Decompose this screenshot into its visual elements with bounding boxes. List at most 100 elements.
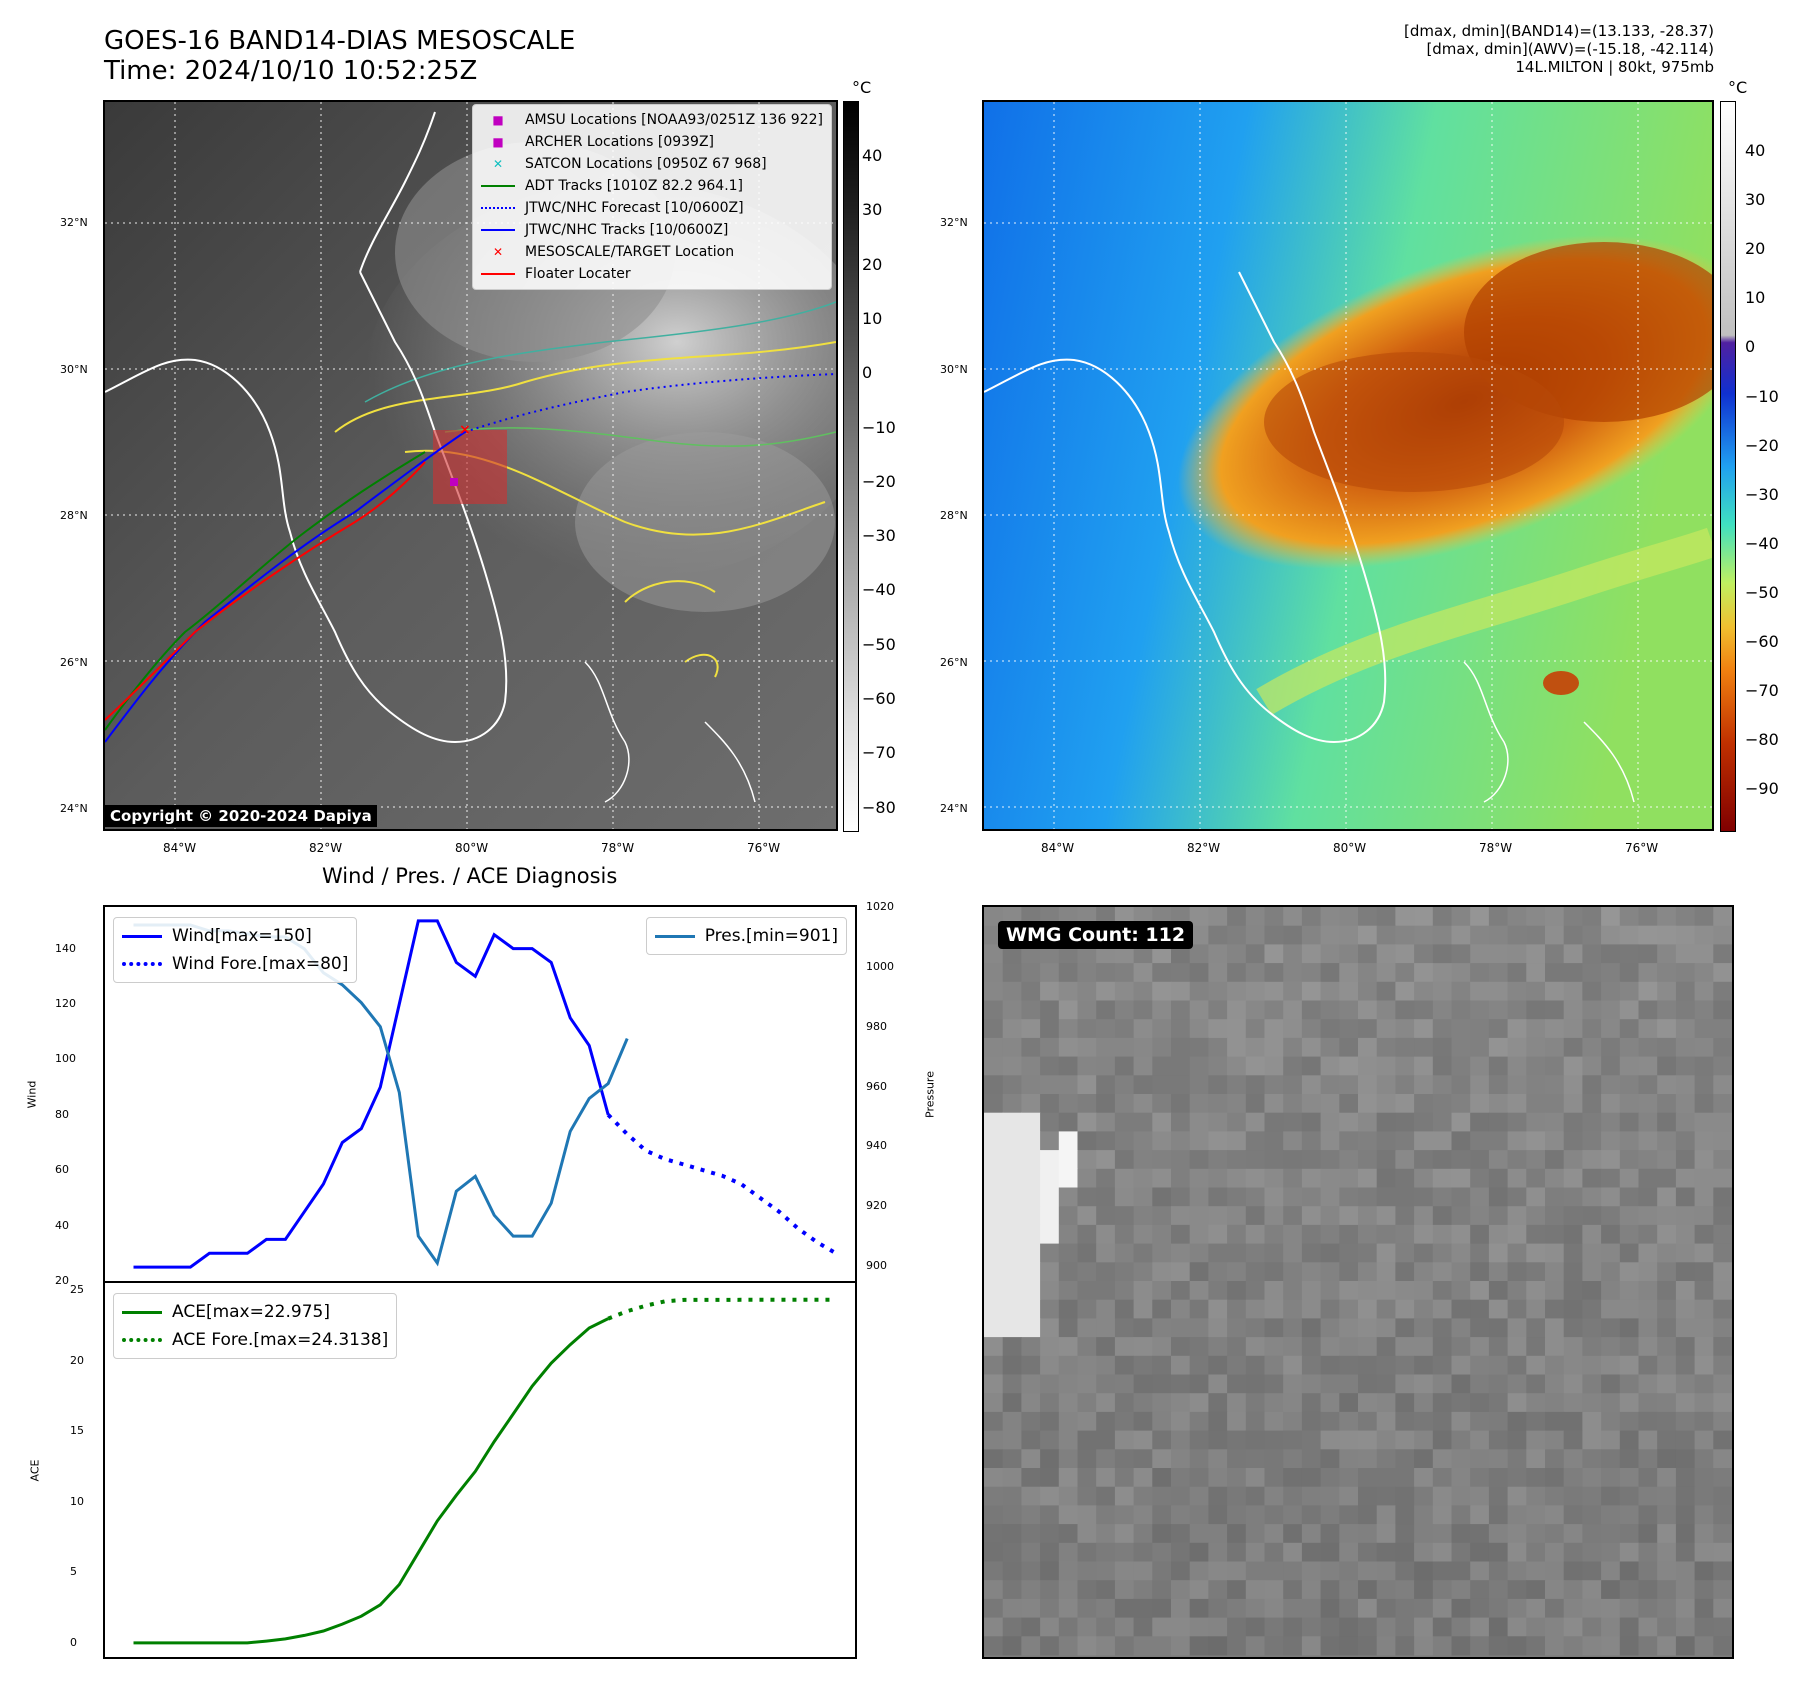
wmg-pixel <box>1638 1318 1658 1338</box>
wmg-pixel <box>1096 1094 1116 1114</box>
wmg-pixel <box>1096 1411 1116 1432</box>
wmg-pixel <box>1002 1617 1022 1637</box>
wmg-pixel <box>1114 1019 1135 1039</box>
wmg-pixel <box>1488 907 1509 927</box>
wmg-pixel <box>1171 1281 1191 1301</box>
wmg-pixel <box>1133 1598 1153 1619</box>
wmg-pixel <box>1545 1598 1565 1619</box>
wmg-pixel <box>1638 1337 1658 1357</box>
wmg-pixel <box>1227 1524 1247 1544</box>
wmg-pixel <box>1638 963 1658 983</box>
wmg-pixel <box>1245 1168 1265 1188</box>
wmg-pixel <box>1208 1486 1228 1506</box>
wmg-pixel <box>1488 1598 1509 1619</box>
wmg-pixel <box>1582 1355 1602 1375</box>
lon-label: 84°W <box>1041 841 1075 855</box>
wmg-pixel <box>1040 1561 1060 1581</box>
wmg-pixel <box>1657 1112 1677 1132</box>
wmg-pixel <box>1227 1561 1247 1581</box>
lat-label: 24°N <box>60 802 88 815</box>
wmg-pixel <box>1619 1374 1639 1394</box>
wv-map-panel <box>982 100 1714 831</box>
wmg-pixel <box>1264 1168 1284 1188</box>
wmg-pixel <box>1339 1411 1359 1432</box>
wmg-pixel <box>1208 1449 1228 1469</box>
wmg-pixel <box>1488 1112 1509 1132</box>
wmg-pixel <box>1002 1168 1022 1188</box>
wmg-pixel <box>1040 1224 1060 1245</box>
wmg-pixel <box>1320 1505 1340 1525</box>
wmg-pixel <box>1227 1486 1247 1506</box>
wmg-pixel <box>1227 1094 1247 1114</box>
wmg-pixel <box>1208 925 1228 945</box>
wmg-pixel <box>1582 1580 1602 1600</box>
legend-item-forecast: JTWC/NHC Forecast [10/0600Z] <box>480 197 823 219</box>
wmg-pixel <box>1395 1505 1415 1525</box>
wmg-pixel <box>1488 1561 1509 1581</box>
wmg-pixel <box>1395 1486 1415 1506</box>
wmg-pixel <box>1488 1094 1509 1114</box>
wmg-pixel <box>1021 1374 1041 1394</box>
wmg-pixel <box>1358 1318 1378 1338</box>
wmg-pixel <box>1657 1598 1677 1619</box>
wmg-pixel <box>1713 1206 1732 1226</box>
wmg-pixel <box>1339 1505 1359 1525</box>
wmg-pixel <box>1002 1524 1022 1544</box>
wmg-pixel <box>1601 1037 1621 1058</box>
wmg-pixel <box>1657 1355 1677 1375</box>
wmg-pixel <box>1152 1430 1172 1450</box>
wmg-pixel <box>1376 1449 1396 1469</box>
wmg-pixel <box>1002 1075 1022 1095</box>
wmg-pixel <box>1638 1168 1658 1188</box>
wmg-pixel <box>1376 1056 1396 1076</box>
wmg-pixel <box>1320 1243 1340 1263</box>
wmg-pixel <box>1077 963 1097 983</box>
wmg-pixel <box>1208 1561 1228 1581</box>
wmg-pixel <box>1563 1094 1583 1114</box>
wmg-pixel <box>1152 1561 1172 1581</box>
wmg-pixel <box>1507 1168 1527 1188</box>
wmg-pixel <box>1283 1262 1303 1282</box>
wmg-pixel <box>1189 1187 1209 1207</box>
lon-label: 82°W <box>309 841 343 855</box>
wmg-pixel <box>1283 1150 1303 1170</box>
wmg-pixel <box>1283 1636 1303 1656</box>
wmg-pixel <box>1694 1187 1714 1207</box>
wmg-pixel <box>1320 944 1340 964</box>
wmg-pixel <box>1675 1430 1696 1450</box>
wmg-pixel <box>1619 1037 1639 1058</box>
wmg-pixel <box>1395 1112 1415 1132</box>
wmg-pixel <box>1264 1187 1284 1207</box>
wmg-pixel <box>1432 1468 1452 1488</box>
wmg-pixel <box>1245 1337 1265 1357</box>
wmg-pixel <box>1582 1243 1602 1263</box>
wmg-pixel <box>1320 981 1340 1001</box>
wmg-pixel <box>1245 1094 1265 1114</box>
wmg-pixel <box>1507 1187 1527 1207</box>
wmg-pixel <box>1301 963 1322 983</box>
wmg-pixel <box>1507 1206 1527 1226</box>
wmg-pixel <box>1339 1243 1359 1263</box>
wmg-pixel <box>1208 1393 1228 1413</box>
wmg-pixel <box>1114 1505 1135 1525</box>
wmg-pixel <box>1675 963 1696 983</box>
copyright-badge: Copyright © 2020-2024 Dapiya <box>105 805 377 827</box>
wmg-pixel <box>1713 1299 1732 1319</box>
wmg-pixel <box>1152 963 1172 983</box>
wmg-pixel <box>1488 1187 1509 1207</box>
colorbar-tick-label: −80 <box>862 797 896 817</box>
wmg-pixel <box>1152 1299 1172 1319</box>
wmg-pixel <box>1713 1486 1732 1506</box>
wmg-pixel <box>1171 1617 1191 1637</box>
wmg-pixel <box>1675 1000 1696 1020</box>
wmg-pixel <box>1582 1168 1602 1188</box>
wmg-pixel <box>1488 1374 1509 1394</box>
wmg-pixel <box>1545 1094 1565 1114</box>
wmg-pixel <box>1619 1206 1639 1226</box>
wmg-pixel <box>1470 1037 1490 1058</box>
wmg-pixel <box>1526 1486 1546 1506</box>
wmg-pixel <box>1339 1187 1359 1207</box>
wmg-pixel <box>1021 1094 1041 1114</box>
wmg-pixel <box>1395 1168 1415 1188</box>
wmg-pixel <box>1320 1094 1340 1114</box>
